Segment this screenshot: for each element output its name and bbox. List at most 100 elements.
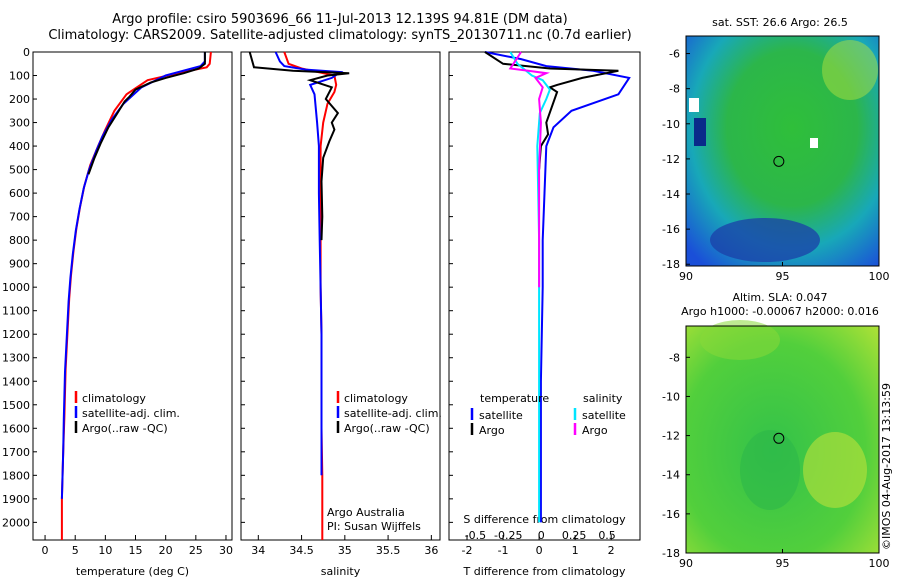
y-tick-label: 1700 (2, 446, 30, 459)
map-y-tick-label: -8 (669, 83, 680, 96)
x-tick-label: 15 (129, 544, 143, 557)
y-tick-label: 1500 (2, 399, 30, 412)
legend-label: Argo(..raw -QC) (344, 422, 430, 435)
x-axis-label: T difference from climatology (463, 565, 626, 578)
x-tick-label: 0 (536, 544, 543, 557)
x-tick-label: 34 (251, 544, 265, 557)
x2-axis-label: S difference from climatology (463, 513, 626, 526)
y-tick-label: 1400 (2, 375, 30, 388)
y-tick-label: 300 (9, 117, 30, 130)
legend-label: satellite (479, 409, 523, 422)
panel-frame (32, 51, 233, 541)
legend-label: Argo (479, 424, 505, 437)
y-tick-label: 200 (9, 93, 30, 106)
legend-label: Argo(..raw -QC) (82, 422, 168, 435)
y-tick-label: 1600 (2, 422, 30, 435)
x-tick-label: 25 (189, 544, 203, 557)
panel-frame (240, 51, 441, 541)
x-axis-label: salinity (321, 565, 361, 578)
panel-difference: -2 -1 0 1 2 T difference from climatology -0.5… (448, 51, 641, 578)
panel-frame (448, 51, 641, 541)
x-tick-label: 34.5 (289, 544, 314, 557)
y-tick-label: 700 (9, 211, 30, 224)
x-tick-label: -1 (498, 544, 509, 557)
series-line-argo (87, 52, 206, 175)
series-line-argo (248, 51, 350, 241)
x2-tick-label: -0.25 (494, 529, 522, 542)
map-y-tick-label: -10 (662, 390, 680, 403)
legend-label: Argo (582, 424, 608, 437)
y-tick-label: 1300 (2, 352, 30, 365)
y-tick-label: 1800 (2, 469, 30, 482)
cool-water-patch (710, 218, 820, 262)
legend-label: satellite (582, 409, 626, 422)
map-x-tick-label: 90 (679, 270, 693, 283)
credit-text: ©IMOS 04-Aug-2017 13:13:59 (880, 383, 893, 550)
map-y-tick-label: -10 (662, 118, 680, 131)
sla-high-patch (700, 320, 780, 360)
missing-data-patch (810, 138, 818, 148)
legend-header: temperature (480, 392, 549, 405)
sla-map-title-line2: Argo h1000: -0.00067 h2000: 0.016 (681, 305, 879, 318)
y-tick-label: 1000 (2, 281, 30, 294)
series-line-temperature-argo (484, 51, 619, 170)
warm-water-patch (822, 40, 878, 100)
panel-salinity: 34 34.5 35 35.5 36 salinity climatology satelli… (240, 51, 442, 578)
panel-temperature: 0 5 10 15 20 25 30 temperature (deg C) 0 100 200 30… (2, 46, 233, 578)
x-tick-label: 1 (572, 544, 579, 557)
x-tick-label: 35 (338, 544, 352, 557)
y-tick-label: 800 (9, 234, 30, 247)
series-line-salinity-argo (508, 51, 550, 288)
sla-map-title-line1: Altim. SLA: 0.047 (732, 291, 828, 304)
y-tick-label: 900 (9, 258, 30, 271)
y-tick-label: 400 (9, 140, 30, 153)
x-tick-label: 30 (219, 544, 233, 557)
x-axis-label: temperature (deg C) (76, 565, 189, 578)
map-y-tick-label: -16 (662, 508, 680, 521)
x-tick-label: 10 (98, 544, 112, 557)
land-patch (694, 118, 706, 146)
y-tick-label: 600 (9, 187, 30, 200)
x2-tick-label: 0.5 (598, 529, 616, 542)
map-y-tick-label: -8 (669, 351, 680, 364)
sst-map-title: sat. SST: 26.6 Argo: 26.5 (712, 16, 848, 29)
profile-location-marker (773, 432, 785, 444)
map-y-tick-label: -6 (669, 48, 680, 61)
sla-low-patch (740, 430, 800, 510)
legend-label: satellite-adj. clim. (82, 407, 180, 420)
sla-high-patch (803, 432, 867, 508)
x-tick-label: 2 (608, 544, 615, 557)
x-tick-label: 35.5 (376, 544, 401, 557)
map-y-tick-label: -18 (662, 547, 680, 560)
series-line-climatology (283, 51, 338, 540)
legend-label: satellite-adj. clim. (344, 407, 442, 420)
map-y-tick-label: -14 (662, 469, 680, 482)
x2-tick-label: -0.5 (465, 529, 486, 542)
y-tick-label: 2000 (2, 516, 30, 529)
map-y-tick-label: -12 (662, 430, 680, 443)
x-tick-label: 20 (159, 544, 173, 557)
map-y-tick-label: -16 (662, 223, 680, 236)
x-tick-label: 0 (42, 544, 49, 557)
x2-tick-label: 0.25 (562, 529, 587, 542)
y-tick-label: 1100 (2, 305, 30, 318)
y-tick-label: 0 (23, 46, 30, 59)
legend-label: climatology (82, 392, 146, 405)
series-line-temperature-satellite (484, 51, 631, 523)
series-line-climatology (60, 51, 212, 540)
map-x-tick-label: 95 (776, 270, 790, 283)
profile-location-marker (773, 155, 785, 167)
chart-title-line2: Climatology: CARS2009. Satellite-adjuste… (48, 28, 632, 43)
y-tick-label: 1900 (2, 493, 30, 506)
map-x-tick-label: 100 (869, 270, 890, 283)
x-tick-label: -2 (462, 544, 473, 557)
map-x-tick-label: 90 (679, 557, 693, 570)
chart-title-line1: Argo profile: csiro 5903696_66 11-Jul-20… (112, 12, 568, 27)
y-tick-label: 1200 (2, 328, 30, 341)
annotation-text: Argo Australia (327, 506, 405, 519)
annotation-text: PI: Susan Wijffels (327, 520, 421, 533)
map-y-tick-label: -12 (662, 153, 680, 166)
legend-header: salinity (583, 392, 623, 405)
x-tick-label: 5 (72, 544, 79, 557)
